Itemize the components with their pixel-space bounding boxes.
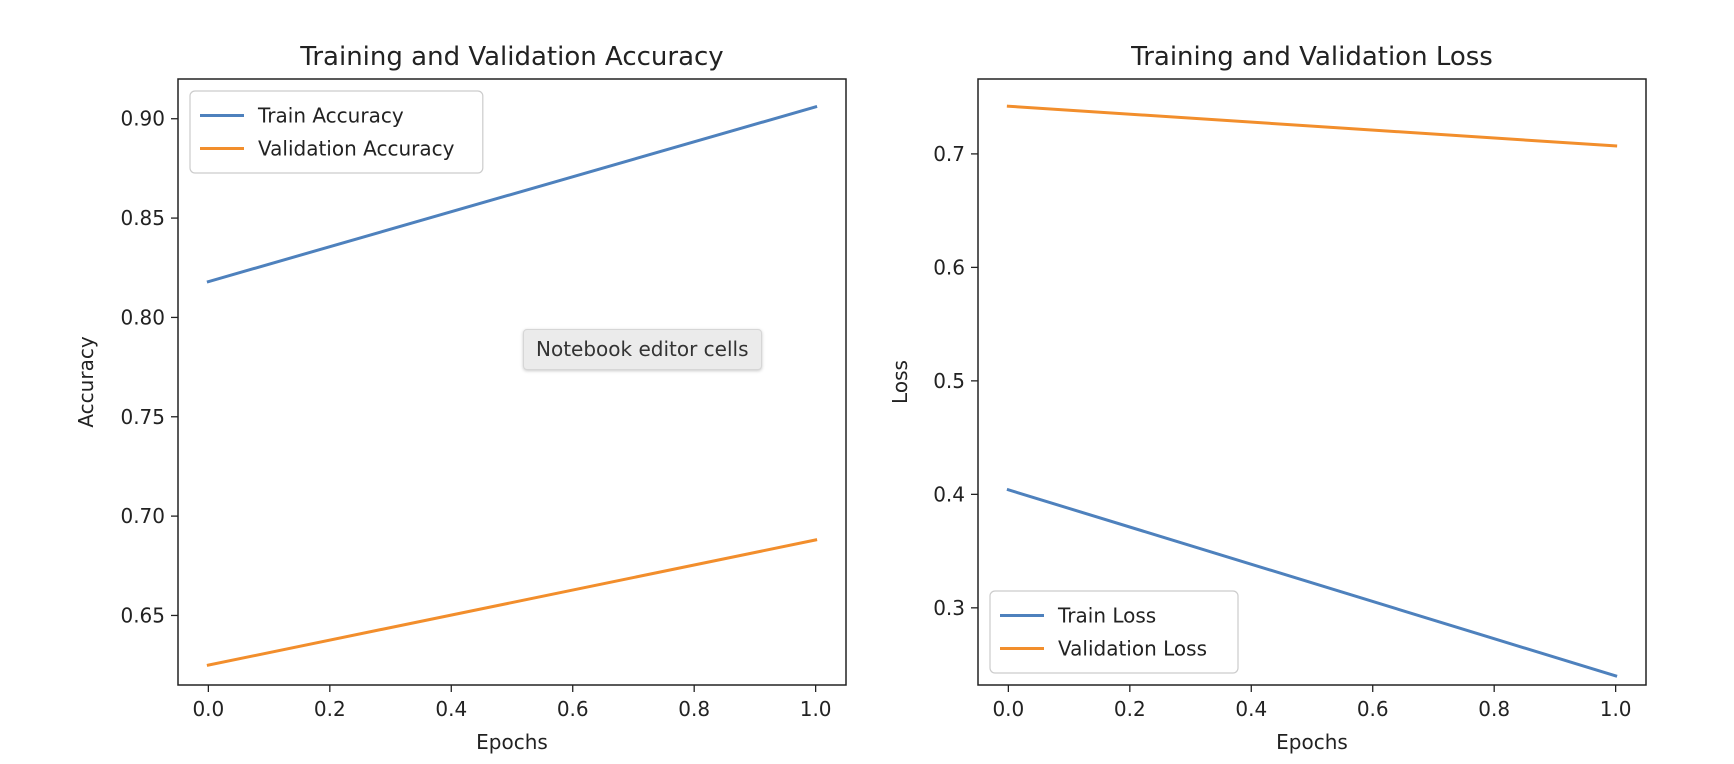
chart2-xtick-label: 0.8 [1478,697,1510,721]
chart1-ytick-label: 0.75 [120,405,165,429]
chart1-ylabel: Accuracy [74,336,98,427]
chart2-xlabel: Epochs [1276,730,1348,754]
chart1-ytick-label: 0.90 [120,107,165,131]
chart2-legend [989,590,1239,674]
chart1-ytick-label: 0.65 [120,603,165,627]
chart1: Training and Validation Accuracy 0.0 0.2 0.… [74,42,847,754]
chart2-ylabel: Loss [888,360,912,404]
chart2-xtick-label: 0.4 [1235,697,1267,721]
chart2-line-validation-loss [1006,104,1618,148]
chart1-xtick-label: 0.4 [435,697,467,721]
chart1-line-train-accuracy [206,104,818,284]
chart2-xtick-label: 0.0 [992,697,1024,721]
chart2-legend-label: Train Loss [1057,604,1156,628]
chart1-legend-label: Train Accuracy [257,104,404,128]
chart2-xtick-label: 1.0 [1600,697,1632,721]
chart1-ytick-label: 0.80 [120,305,165,329]
chart1-xlabel: Epochs [476,730,548,754]
chart1-xtick-label: 0.0 [192,697,224,721]
chart2-xtick-label: 0.2 [1114,697,1146,721]
chart2-ytick-label: 0.4 [933,482,965,506]
chart1-title: Training and Validation Accuracy [299,42,723,72]
chart1-legend [189,90,484,174]
chart2-ytick-label: 0.5 [933,369,965,393]
chart2-ytick-label: 0.7 [933,142,965,166]
tooltip: Notebook editor cells [523,329,762,370]
chart2-line-train-loss [1006,487,1618,678]
chart2-ytick-label: 0.3 [933,596,965,620]
chart1-ytick-label: 0.85 [120,206,165,230]
chart2-frame [977,78,1647,686]
chart1-xtick-label: 0.2 [314,697,346,721]
chart2: Training and Validation Loss 0.0 0.2 0.4 0.6… [888,42,1647,754]
chart2-title: Training and Validation Loss [1130,42,1493,72]
chart2-xtick-label: 0.6 [1357,697,1389,721]
chart1-xtick-label: 0.8 [678,697,710,721]
chart1-legend-label: Validation Accuracy [258,137,455,161]
chart1-xtick-label: 1.0 [800,697,832,721]
chart1-xtick-label: 0.6 [557,697,589,721]
chart1-line-validation-accuracy [206,538,818,667]
chart2-ytick-label: 0.6 [933,255,965,279]
chart1-ytick-label: 0.70 [120,504,165,528]
chart2-legend-label: Validation Loss [1058,637,1207,661]
chart1-frame [177,78,847,686]
